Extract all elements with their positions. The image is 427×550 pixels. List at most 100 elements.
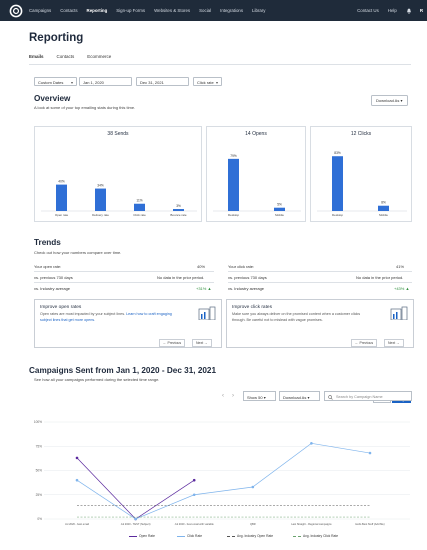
chevron-down-icon: ▾ (70, 80, 73, 85)
divider (34, 271, 214, 272)
bar-value-label: 3% (176, 204, 181, 208)
document-illustration-icon (390, 306, 408, 320)
category-label: Click rate (133, 213, 146, 217)
x-tick-label: QBR (250, 522, 256, 526)
divider (34, 282, 214, 283)
opens-card: 14 Opens 79% Desktop 5% Mobile (206, 126, 306, 222)
x-tick-label: Jul 2020 - TEST (Subject) (121, 522, 151, 526)
data-point[interactable] (251, 485, 255, 489)
open-industry-label: vs. Industry average (34, 286, 71, 291)
legend-item: Click Rate (177, 534, 202, 538)
nav-reporting[interactable]: Reporting (86, 8, 108, 13)
account-avatar[interactable]: R (419, 8, 423, 13)
nav-contacts[interactable]: Contacts (60, 8, 78, 13)
improve-click-card: Improve click rates Make sure you always… (226, 299, 414, 348)
improve-open-link[interactable]: Learn how to craft engaging subject line… (40, 312, 172, 322)
search-placeholder: Search by Campaign Name (336, 394, 383, 399)
opens-card-title: 14 Opens (245, 131, 267, 137)
data-point[interactable] (310, 442, 313, 445)
improve-open-next-button[interactable]: Next → (192, 339, 212, 347)
improve-open-prev-button[interactable]: ← Previous (159, 339, 186, 347)
open-industry-value: +31% ▲ (196, 286, 212, 291)
data-point[interactable] (75, 456, 79, 460)
nav-library[interactable]: Library (252, 8, 266, 13)
x-tick-label: Jul 2020 - best email with variable (175, 522, 215, 526)
chevron-down-icon: ▾ (307, 394, 310, 400)
nav-contact-us[interactable]: Contact Us (357, 8, 379, 13)
category-label: Delivery rate (92, 213, 109, 217)
improve-open-text: Open rates are most impacted by your sub… (40, 312, 126, 316)
nav-websites-stores[interactable]: Websites & Stores (154, 8, 191, 13)
opens-bar-chart: 79% Desktop 5% Mobile (213, 154, 301, 217)
bar-value-label: 8% (381, 201, 386, 205)
improve-click-next-button[interactable]: Next → (384, 339, 404, 347)
legend-item: Open Rate (129, 534, 155, 538)
bar (173, 209, 184, 211)
bell-icon[interactable] (406, 8, 412, 14)
open-rate-value: 40% (197, 264, 206, 269)
chevron-right-icon[interactable]: › (232, 393, 234, 399)
chevron-down-icon: ▾ (263, 394, 266, 400)
category-label: Open rate (55, 213, 69, 217)
nav-help[interactable]: Help (387, 8, 397, 13)
campaign-search-input[interactable]: Search by Campaign Name (324, 391, 412, 401)
data-point[interactable] (192, 493, 196, 497)
metric-select[interactable]: Click rate ▾ (193, 77, 222, 86)
campaigns-title: Campaigns Sent from Jan 1, 2020 - Dec 31… (29, 366, 217, 375)
click-industry-label: vs. Industry average (228, 286, 265, 291)
end-date-input[interactable]: Dec 31, 2021 (136, 77, 189, 86)
legend-label: Open Rate (139, 534, 155, 538)
nav-integrations[interactable]: Integrations (220, 8, 244, 13)
page-title: Reporting (29, 32, 84, 44)
tab-ecommerce[interactable]: Ecommerce (87, 54, 112, 59)
overview-download-label: Download As (376, 98, 400, 103)
chevron-down-icon: ▾ (215, 80, 218, 85)
bar-value-label: 5% (277, 203, 282, 207)
show-count-value: Show 50 (247, 394, 263, 400)
series-line (76, 442, 371, 520)
bar-value-label: 79% (230, 154, 237, 158)
click-rate-value: 41% (396, 264, 405, 269)
tab-divider (29, 64, 411, 65)
constant-contact-logo[interactable] (9, 4, 23, 18)
category-label: Desktop (332, 213, 343, 217)
x-tick-label: Jul 2020 - best email (65, 522, 89, 526)
category-label: Bounce rate (170, 213, 187, 217)
data-point[interactable] (368, 451, 372, 455)
nav-campaigns[interactable]: Campaigns (29, 8, 52, 13)
legend-swatch (177, 535, 185, 537)
show-count-select[interactable]: Show 50 ▾ (243, 391, 276, 401)
y-tick-label: 50% (36, 469, 43, 473)
sends-bar-chart: 40% Open rate 34% Delivery rate 11% Click rat… (41, 180, 197, 217)
data-point[interactable] (134, 517, 137, 521)
category-label: Mobile (275, 213, 284, 217)
bar-value-label: 11% (136, 199, 142, 203)
click-prev-value: No data in the prior period. (356, 275, 404, 280)
campaigns-download-button[interactable]: Download As ▾ (279, 391, 320, 401)
legend-item: Avg. Industry Open Rate (227, 534, 273, 538)
y-tick-label: 0% (37, 517, 42, 521)
tab-contacts[interactable]: Contacts (56, 54, 75, 59)
legend-swatch (129, 535, 137, 537)
x-tick-label: Last Straight - Regional campaigns (291, 522, 332, 526)
bar (378, 205, 389, 211)
data-point[interactable] (192, 478, 196, 482)
trends-title: Trends (34, 238, 61, 247)
y-tick-label: 75% (36, 444, 43, 448)
start-date-input[interactable]: Jan 1, 2020 (79, 77, 132, 86)
bar (274, 207, 285, 211)
category-label: Mobile (379, 213, 388, 217)
series-line (76, 457, 195, 520)
nav-signup-forms[interactable]: Sign-up Forms (116, 8, 146, 13)
chevron-left-icon[interactable]: ‹ (222, 393, 224, 399)
divider (228, 271, 412, 272)
trends-subtitle: Check out how your numbers compare over … (34, 250, 122, 255)
data-point[interactable] (75, 478, 79, 482)
nav-social[interactable]: Social (199, 8, 212, 13)
overview-download-button[interactable]: Download As ▾ (371, 95, 408, 106)
category-label: Desktop (228, 213, 239, 217)
open-rate-label: Your open rate: (34, 264, 62, 269)
improve-click-prev-button[interactable]: ← Previous (351, 339, 378, 347)
date-range-select[interactable]: Custom Dates ▾ (34, 77, 77, 86)
